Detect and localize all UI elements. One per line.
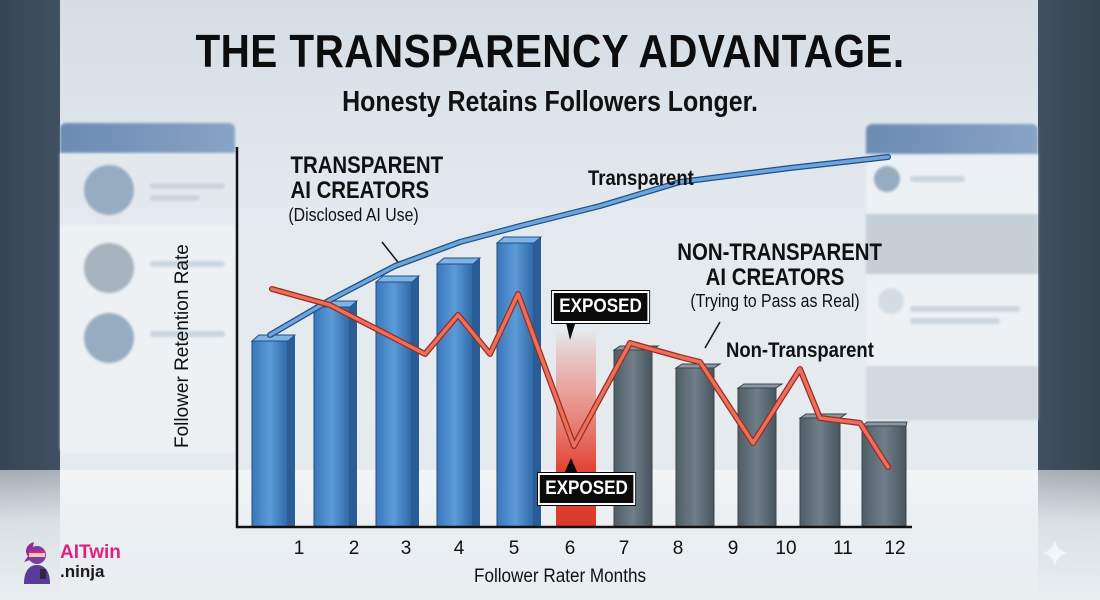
x-tick: 7 bbox=[618, 538, 630, 559]
annotation-non-transparent-creators: NON-TRANSPARENT AI CREATORS (Trying to P… bbox=[677, 239, 883, 311]
x-tick: 3 bbox=[400, 538, 412, 559]
bar-series bbox=[250, 236, 908, 528]
sparkle-icon bbox=[1040, 538, 1070, 568]
series-label-non-transparent: Non-Transparent bbox=[726, 339, 874, 362]
bar-month-1 bbox=[250, 334, 297, 528]
bar-month-4 bbox=[435, 257, 482, 528]
annotation-transparent-creators: TRANSPARENT AI CREATORS (Disclosed AI Us… bbox=[288, 152, 444, 225]
background-phone-mockup-left bbox=[60, 123, 235, 453]
chart-title: THE TRANSPARENCY ADVANTAGE. bbox=[195, 25, 905, 77]
y-axis-label: Follower Retention Rate bbox=[172, 244, 193, 448]
x-tick: 1 bbox=[293, 538, 305, 559]
x-tick: 4 bbox=[453, 538, 465, 559]
aitwin-logo[interactable]: AITwin .ninja bbox=[20, 540, 121, 584]
x-tick: 2 bbox=[348, 538, 360, 559]
background-phone-mockup-right bbox=[866, 124, 1038, 420]
annotation-leader-non-transparent bbox=[704, 321, 721, 349]
bar-month-2 bbox=[312, 300, 359, 528]
bar-month-8 bbox=[674, 363, 722, 528]
exposed-bottom-pointer bbox=[564, 458, 578, 474]
bar-month-12 bbox=[860, 421, 908, 528]
x-tick: 9 bbox=[727, 538, 739, 559]
bar-month-5 bbox=[495, 236, 543, 528]
logo-text-primary: AITwin bbox=[60, 542, 121, 563]
bar-month-10-11 bbox=[798, 413, 848, 528]
x-tick: 12 bbox=[884, 538, 906, 559]
x-axis-label: Follower Rater Months bbox=[473, 566, 647, 587]
bar-month-3 bbox=[374, 275, 421, 528]
series-label-transparent: Transparent bbox=[588, 167, 694, 190]
x-tick: 10 bbox=[775, 538, 797, 559]
ninja-mascot-icon bbox=[20, 540, 54, 584]
x-tick: 8 bbox=[672, 538, 684, 559]
x-tick: 11 bbox=[833, 538, 853, 559]
exposed-top-pointer bbox=[565, 318, 577, 340]
exposed-badge-top: EXPOSED bbox=[552, 291, 650, 323]
x-tick: 6 bbox=[564, 538, 576, 559]
exposed-badge-bottom: EXPOSED bbox=[538, 473, 636, 505]
x-tick: 5 bbox=[508, 538, 520, 559]
logo-text-secondary: .ninja bbox=[60, 562, 105, 581]
chart-subtitle: Honesty Retains Followers Longer. bbox=[342, 86, 758, 118]
